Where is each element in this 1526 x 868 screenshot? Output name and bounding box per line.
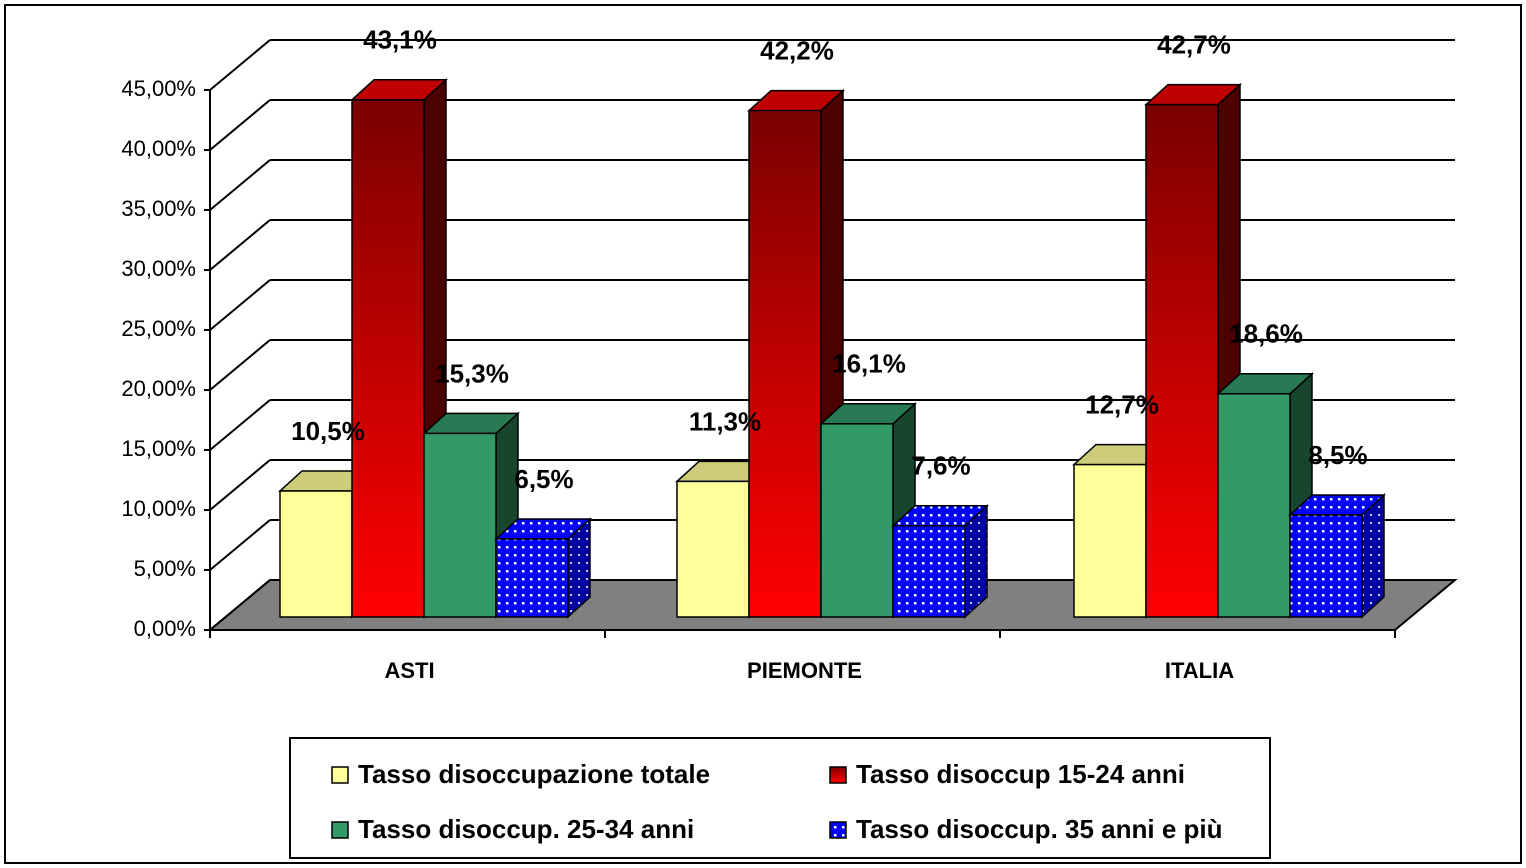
bar	[1289, 514, 1363, 618]
data-label: 15,3%	[435, 358, 509, 388]
data-label: 18,6%	[1229, 319, 1303, 349]
legend-swatch	[829, 766, 847, 784]
grid-diagonal	[209, 339, 271, 391]
bar	[423, 432, 497, 618]
grid-diagonal	[209, 459, 271, 511]
bar-side	[1361, 493, 1385, 619]
data-label: 16,1%	[832, 349, 906, 379]
bar	[1217, 393, 1291, 618]
grid-diagonal	[209, 399, 271, 451]
legend-swatch	[829, 821, 847, 839]
bar	[279, 490, 353, 618]
grid-diagonal	[209, 219, 271, 271]
x-tick-label: ASTI	[384, 658, 434, 683]
grid-diagonal	[209, 99, 271, 151]
grid-diagonal	[209, 579, 271, 631]
legend-swatch	[331, 821, 349, 839]
grid-diagonal	[209, 519, 271, 571]
y-tick-label: 0,00%	[134, 616, 196, 641]
bar	[495, 538, 569, 618]
y-tick-label: 40,00%	[121, 136, 196, 161]
data-label: 6,5%	[514, 464, 573, 494]
y-tick-label: 20,00%	[121, 376, 196, 401]
legend-label: Tasso disoccup. 35 anni e più	[856, 814, 1223, 844]
legend-label: Tasso disoccup. 25-34 anni	[358, 814, 694, 844]
data-label: 12,7%	[1085, 389, 1159, 419]
y-tick-label: 15,00%	[121, 436, 196, 461]
legend-swatch	[331, 766, 349, 784]
x-tick-label: ITALIA	[1165, 658, 1234, 683]
x-tick-label: PIEMONTE	[747, 658, 862, 683]
grid-diagonal	[209, 159, 271, 211]
legend-label: Tasso disoccupazione totale	[358, 759, 710, 789]
data-label: 7,6%	[911, 451, 970, 481]
y-tick-label: 30,00%	[121, 256, 196, 281]
bar	[676, 480, 750, 618]
grid-diagonal	[209, 279, 271, 331]
y-tick-label: 25,00%	[121, 316, 196, 341]
bar	[1073, 463, 1147, 618]
legend-label: Tasso disoccup 15-24 anni	[856, 759, 1185, 789]
y-tick-label: 45,00%	[121, 76, 196, 101]
data-label: 42,7%	[1157, 29, 1231, 59]
bar	[1145, 103, 1219, 618]
legend-box	[289, 737, 1271, 859]
bar	[892, 525, 966, 618]
data-label: 11,3%	[689, 406, 761, 436]
grid-diagonal	[209, 39, 271, 91]
bar	[351, 99, 425, 618]
bar	[748, 109, 822, 618]
y-tick-label: 10,00%	[121, 496, 196, 521]
data-label: 43,1%	[363, 25, 437, 55]
y-tick-label: 5,00%	[134, 556, 196, 581]
data-label: 42,2%	[760, 35, 834, 65]
data-label: 8,5%	[1308, 440, 1367, 470]
y-tick-label: 35,00%	[121, 196, 196, 221]
bar	[820, 423, 894, 618]
data-label: 10,5%	[291, 416, 365, 446]
